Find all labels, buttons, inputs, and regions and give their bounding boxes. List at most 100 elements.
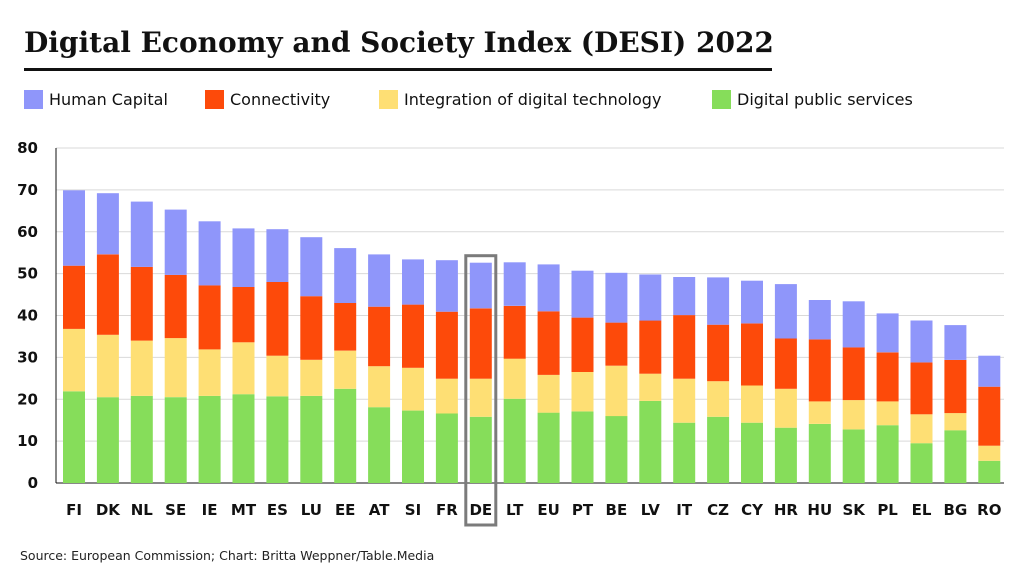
legend-swatch-integration [379, 90, 398, 109]
bar-segment-integration [978, 445, 1001, 461]
bar-segment-connectivity [571, 317, 594, 372]
bar-segment-connectivity [808, 339, 831, 402]
x-tick-label: HU [807, 501, 832, 519]
bar-segment-integration [402, 367, 424, 411]
legend-item-public-services: Digital public services [712, 90, 913, 109]
bar-segment-integration [673, 378, 696, 423]
bar-segment-human-capital [842, 301, 865, 348]
bar-segment-connectivity [537, 311, 560, 375]
x-tick-label: SK [842, 501, 866, 519]
x-tick-label: EL [912, 501, 932, 519]
bar-segment-integration [571, 372, 594, 412]
y-tick-label: 80 [17, 139, 38, 157]
bar-segment-connectivity [300, 296, 323, 360]
bar-segment-integration [334, 350, 357, 389]
bar-segment-integration [808, 401, 831, 424]
bar-segment-integration [63, 328, 85, 392]
bar-segment-public-services [571, 411, 594, 483]
bar-segment-integration [469, 378, 492, 417]
legend-item-human-capital: Human Capital [24, 90, 168, 109]
bar-segment-human-capital [978, 355, 1001, 387]
bar-segment-integration [842, 400, 865, 430]
x-tick-label: DE [469, 501, 492, 519]
bar-segment-public-services [198, 395, 221, 483]
bar-segment-public-services [910, 443, 933, 483]
bar-segment-integration [96, 334, 119, 398]
bar-segment-public-services [469, 416, 492, 483]
bar-segment-human-capital [130, 201, 153, 267]
bar-segment-public-services [842, 429, 865, 483]
bar-segment-connectivity [232, 287, 255, 343]
bar-segment-human-capital [266, 229, 289, 282]
bar-segment-public-services [741, 422, 763, 483]
bar-segment-connectivity [130, 266, 153, 341]
bar-segment-public-services [707, 416, 730, 483]
x-tick-label: SI [405, 501, 421, 519]
bar-segment-connectivity [944, 359, 967, 414]
bar-segment-connectivity [164, 274, 187, 339]
bar-segment-human-capital [537, 264, 560, 312]
bar-segment-integration [639, 373, 662, 401]
legend-swatch-connectivity [205, 90, 224, 109]
bar-segment-integration [707, 381, 730, 417]
legend-label-integration: Integration of digital technology [404, 90, 662, 109]
bar-segment-human-capital [198, 221, 221, 286]
x-tick-label: AT [369, 501, 390, 519]
bar-segment-human-capital [673, 277, 696, 316]
x-tick-label: EU [537, 501, 559, 519]
bar-segment-connectivity [639, 320, 662, 374]
bar-segment-human-capital [741, 280, 763, 324]
bar-segment-connectivity [368, 306, 391, 367]
bar-segment-integration [300, 359, 323, 396]
bar-segment-integration [876, 401, 899, 426]
legend-label-public-services: Digital public services [737, 90, 913, 109]
bar-segment-integration [198, 349, 221, 396]
legend-item-connectivity: Connectivity [205, 90, 330, 109]
x-tick-label: NL [131, 501, 154, 519]
x-tick-label: FR [436, 501, 458, 519]
bar-segment-integration [537, 375, 560, 413]
bar-segment-connectivity [876, 352, 899, 402]
y-tick-label: 60 [17, 223, 38, 241]
x-tick-label: FI [66, 501, 82, 519]
y-tick-label: 30 [17, 348, 38, 366]
bar-segment-connectivity [707, 324, 730, 382]
bar-segment-integration [232, 342, 255, 395]
bar-segment-public-services [876, 425, 899, 483]
x-tick-label: LU [301, 501, 322, 519]
bar-segment-public-services [673, 422, 696, 483]
bar-segment-connectivity [63, 265, 85, 329]
x-tick-label: PL [877, 501, 898, 519]
bar-segment-public-services [402, 410, 424, 483]
legend-label-connectivity: Connectivity [230, 90, 331, 109]
x-tick-label: CZ [707, 501, 729, 519]
bar-segment-connectivity [605, 322, 628, 366]
x-tick-label: RO [977, 501, 1001, 519]
bar-segment-integration [368, 366, 391, 408]
bar-segment-public-services [944, 430, 967, 483]
x-tick-label: BG [944, 501, 968, 519]
x-tick-label: DK [96, 501, 121, 519]
bar-segment-human-capital [910, 320, 933, 363]
bar-segment-public-services [978, 460, 1001, 483]
x-tick-label: HR [774, 501, 799, 519]
bar-segment-human-capital [876, 313, 899, 353]
bar-segment-public-services [232, 394, 255, 483]
bar-segment-human-capital [503, 262, 526, 306]
bar-segment-public-services [503, 398, 526, 483]
bar-segment-connectivity [774, 338, 797, 389]
x-tick-label: BE [606, 501, 628, 519]
bar-segment-connectivity [402, 304, 424, 368]
y-tick-label: 20 [17, 390, 38, 408]
bar-segment-human-capital [571, 270, 594, 318]
x-tick-label: EE [335, 501, 356, 519]
bar-segment-public-services [300, 395, 323, 483]
bar-segment-public-services [96, 397, 119, 483]
legend-item-integration: Integration of digital technology [379, 90, 661, 109]
bar-segment-connectivity [741, 323, 763, 386]
x-tick-label: PT [572, 501, 594, 519]
bar-segment-human-capital [944, 325, 967, 360]
bar-segment-integration [774, 388, 797, 428]
bar-segment-public-services [130, 395, 153, 483]
